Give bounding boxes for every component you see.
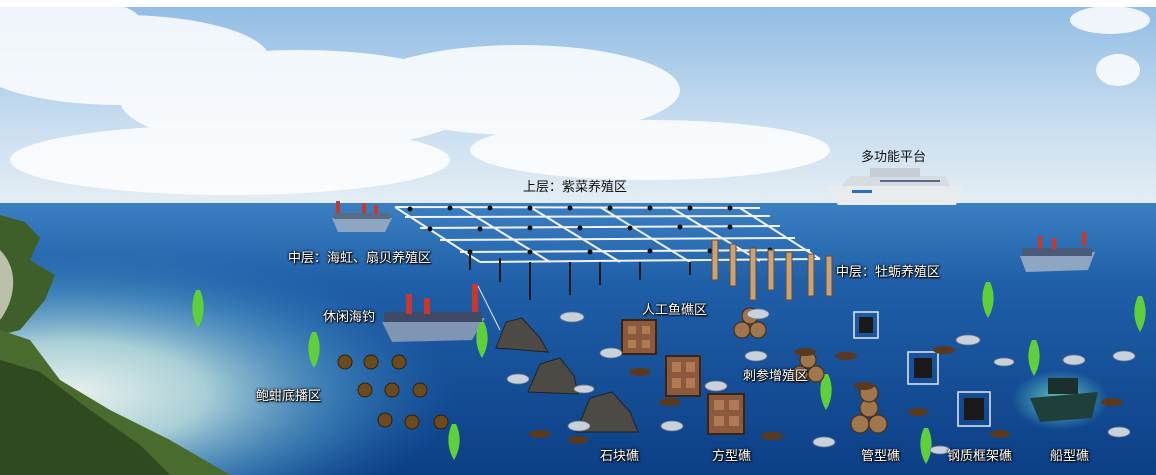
coastline bbox=[0, 215, 230, 475]
steel-frame-reef bbox=[853, 311, 991, 427]
label-middle-layer-right: 中层：牡蛎养殖区 bbox=[836, 265, 941, 280]
seaweed-rope-grid bbox=[394, 206, 821, 263]
label-middle-layer-left: 中层：海虹、扇贝养殖区 bbox=[288, 251, 432, 266]
hanging-culture-lines bbox=[469, 252, 691, 300]
ship-reef bbox=[1030, 378, 1098, 422]
label-square-reef: 方型礁 bbox=[712, 449, 752, 464]
clouds bbox=[0, 0, 1150, 195]
stone-reef bbox=[495, 317, 639, 433]
fishing-boat-right bbox=[1020, 232, 1095, 272]
label-platform: 多功能平台 bbox=[861, 150, 927, 165]
sea-cucumbers bbox=[529, 346, 1123, 444]
label-artificial-reef-area: 人工鱼礁区 bbox=[642, 303, 708, 318]
leisure-fishing-boat bbox=[382, 284, 501, 342]
label-steel-frame-reef: 钢质框架礁 bbox=[947, 449, 1013, 464]
label-abalone-area: 鲍蚶底播区 bbox=[256, 389, 322, 404]
label-pipe-reef: 管型礁 bbox=[861, 449, 901, 464]
pipe-reef bbox=[733, 307, 888, 434]
oyster-culture-posts bbox=[711, 239, 833, 301]
platform-ship bbox=[826, 168, 962, 205]
seagrass bbox=[192, 282, 1146, 464]
label-stone-reef: 石块礁 bbox=[600, 449, 640, 464]
abalone-cluster bbox=[337, 354, 449, 430]
label-leisure-fishing: 休闲海钓 bbox=[323, 310, 376, 325]
fishing-boat-left bbox=[332, 201, 392, 232]
fish bbox=[506, 308, 1136, 455]
label-ship-reef: 船型礁 bbox=[1050, 449, 1090, 464]
label-upper-layer: 上层：紫菜养殖区 bbox=[523, 180, 628, 195]
label-sea-cucumber-area: 刺参增殖区 bbox=[743, 369, 809, 384]
